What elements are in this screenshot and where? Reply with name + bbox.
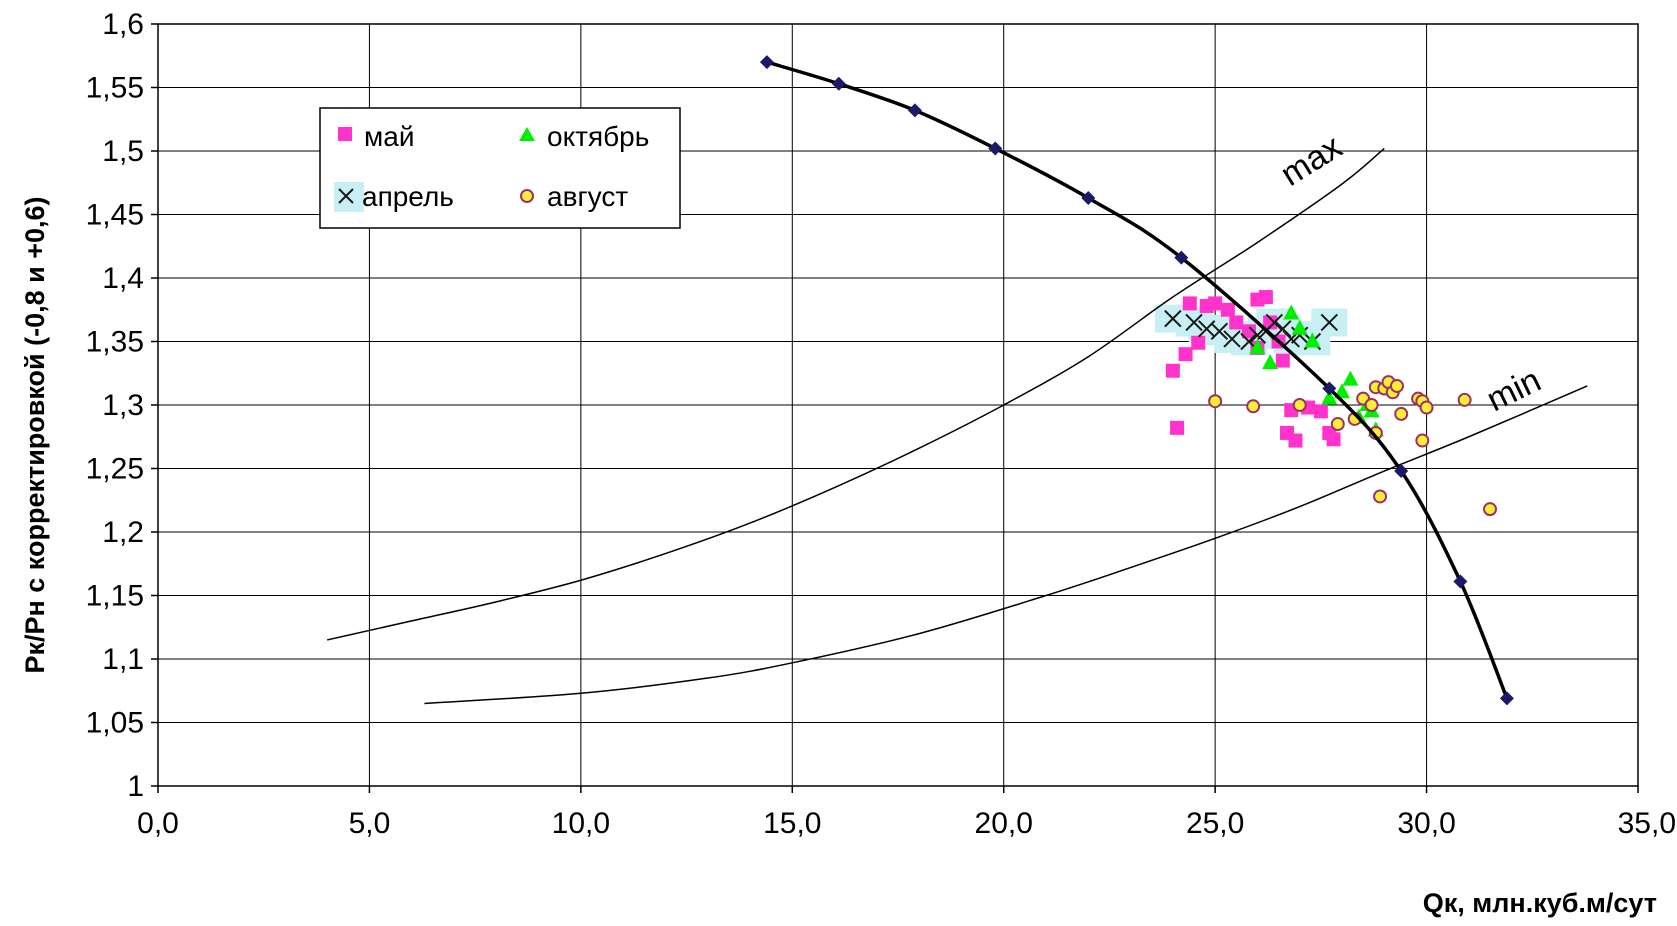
characteristic-point [1081,190,1096,205]
x-tick-label: 5,0 [349,807,391,840]
y-tick-label: 1,05 [86,707,144,740]
point-may [1170,420,1185,435]
point-may [1182,296,1197,311]
point-august [1330,417,1345,432]
characteristic-point [1174,250,1189,265]
point-august [1208,394,1223,409]
legend-label-april: апрель [362,181,454,212]
point-may [1208,296,1223,311]
x-tick-label: 20,0 [975,807,1033,840]
x-tick-label: 30,0 [1397,807,1455,840]
characteristic-point [1453,574,1468,589]
point-april [1164,309,1182,328]
y-tick-label: 1,55 [86,72,144,105]
point-october [1321,389,1338,405]
y-tick-label: 1,2 [102,516,144,549]
point-august [1394,406,1409,421]
legend-label-august: август [547,181,628,212]
point-august [1457,392,1472,407]
y-tick-label: 1,6 [102,8,144,41]
point-may [1191,335,1206,350]
point-october [1283,304,1300,320]
characteristic-curve [759,55,1514,706]
point-may [1275,353,1290,368]
max-curve-label: max [1274,128,1349,194]
point-may [1229,315,1244,330]
legend: май октябрь апрель август [319,107,681,229]
point-april [1210,322,1229,341]
point-october [1249,338,1266,354]
point-april [1223,330,1241,348]
point-august [1364,398,1379,412]
y-tick-label: 1,45 [86,199,144,232]
y-tick-label: 1,15 [86,580,144,613]
point-august [1419,400,1434,415]
y-tick-label: 1,5 [102,135,144,168]
x-tick-label: 15,0 [763,807,821,840]
y-axis-ticks: 1 1,05 1,1 1,15 1,2 1,25 1,3 1,35 1,4 1,45 1,5 1,55… [86,8,158,803]
legend-marker-may [338,127,352,141]
point-may [1326,432,1341,447]
point-may [1241,324,1256,339]
max-curve [326,147,1385,641]
y-tick-label: 1 [127,770,144,803]
y-axis-label: Рк/Рн с корректировкой (-0,8 и +0,6) [20,196,50,673]
characteristic-point [988,141,1003,156]
point-october [1291,319,1308,335]
x-tick-label: 10,0 [552,807,610,840]
min-curve [424,385,1588,705]
characteristic-point [1499,691,1514,706]
characteristic-point [1322,381,1337,396]
point-august [1483,502,1497,517]
point-august [1373,489,1388,504]
characteristic-point [831,76,846,91]
y-tick-label: 1,25 [86,453,144,486]
x-tick-label: 35,0 [1618,807,1676,840]
characteristic-point [907,103,922,118]
legend-marker-april [338,188,354,204]
x-tick-label: 25,0 [1186,807,1244,840]
data-markers [1164,290,1497,517]
point-april [1320,313,1339,332]
point-october [1342,370,1359,386]
point-october [1262,354,1279,370]
y-tick-label: 1,3 [102,389,144,422]
min-curve-label: min [1481,361,1547,419]
y-tick-label: 1,4 [102,262,144,295]
point-april [1265,313,1284,332]
point-april [1185,313,1203,332]
legend-marker-october [519,127,535,141]
point-may [1288,433,1303,448]
point-may [1178,347,1193,362]
characteristic-point [759,55,774,70]
point-april [1248,326,1267,344]
legend-box [319,107,681,229]
legend-band-april [334,182,364,212]
x-tick-label: 0,0 [137,807,179,840]
point-october [1304,332,1321,348]
point-may [1220,302,1235,317]
legend-label-october: октябрь [547,121,649,152]
y-tick-label: 1,35 [86,326,144,359]
point-may [1258,290,1273,305]
point-august [1389,378,1404,393]
point-august [1292,398,1307,412]
x-axis-label: Qк, млн.куб.м/сут [1423,888,1657,918]
y-tick-label: 1,1 [102,643,144,676]
point-may [1165,363,1180,378]
point-april [1274,320,1292,338]
point-august [1415,433,1430,448]
point-may [1263,315,1278,330]
legend-marker-august [520,189,534,203]
point-may [1313,404,1328,419]
legend-label-may: май [364,121,414,152]
x-axis-ticks: 0,0 5,0 10,0 15,0 20,0 25,0 30,0 35,0 [137,786,1676,840]
point-august [1246,399,1261,414]
characteristic-point [1394,464,1409,479]
